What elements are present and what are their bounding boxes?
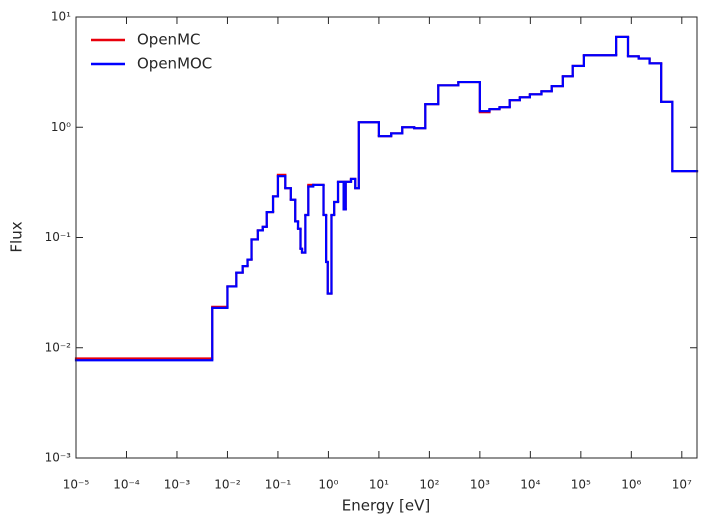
y-tick-label: 10¹ [51,10,71,24]
y-tick-label: 10⁻³ [45,451,72,465]
x-tick-label: 10² [419,478,439,492]
x-tick-label: 10⁰ [318,478,338,492]
x-tick-label: 10⁴ [520,478,540,492]
legend-label: OpenMOC [137,55,212,73]
y-tick-label: 10⁰ [51,120,71,134]
x-tick-label: 10³ [470,478,490,492]
y-axis-label: Flux [8,221,26,252]
y-tick-label: 10⁻¹ [45,230,72,244]
x-tick-label: 10⁻¹ [265,478,292,492]
x-tick-label: 10⁻² [214,478,241,492]
x-tick-label: 10⁷ [672,478,692,492]
x-tick-label: 10¹ [369,478,389,492]
x-tick-label: 10⁻⁵ [63,478,90,492]
x-tick-label: 10⁻⁴ [113,478,140,492]
legend-label: OpenMC [137,31,200,49]
plot-frame [75,16,698,459]
y-tick-label: 10⁻² [45,340,72,354]
x-tick-label: 10⁻³ [164,478,191,492]
x-tick-label: 10⁶ [621,478,641,492]
x-tick-label: 10⁵ [571,478,591,492]
x-axis-label: Energy [eV] [342,497,430,515]
